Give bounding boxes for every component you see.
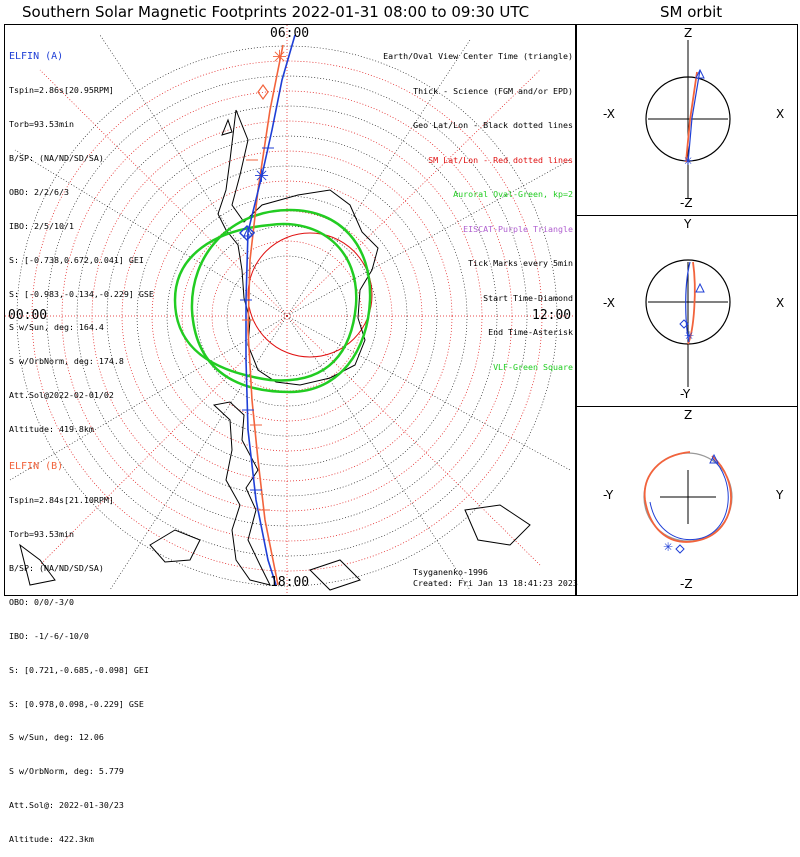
elfin-a-line: Att.Sol@2022-02-01/02: [9, 390, 114, 401]
elfin-a-line: Tspin=2.86s[20.95RPM]: [9, 85, 114, 96]
legend-item: Geo Lat/Lon - Black dotted lines: [413, 120, 573, 130]
legend-item: Tick Marks every 5min: [468, 258, 573, 268]
orbit2-left: -X: [603, 296, 615, 310]
elfin-a-line: S: [-0.983,-0.134,-0.229] GSE: [9, 288, 154, 299]
auroral-oval: [173, 208, 372, 394]
orbit1-top: Z: [684, 26, 693, 40]
footprint-frame: [4, 24, 576, 596]
clock-label-top: 06:00: [270, 26, 310, 41]
elfin-b-info: ELFIN (B) Tspin=2.84s[21.10RPM] Torb=93.…: [9, 438, 149, 857]
orbit-panel-3: [576, 406, 798, 596]
coastline: [19, 109, 531, 591]
elfin-b-ticks: [242, 159, 270, 511]
orbit3-top: Z: [684, 408, 693, 422]
orbit1-left: -X: [603, 107, 615, 121]
elfin-b-line: S: [0.978,0.098,-0.229] GSE: [9, 698, 144, 709]
elfin-b-line: IBO: -1/-6/-10/0: [9, 630, 89, 641]
elfin-b-end-asterisk: ✳: [272, 47, 287, 68]
elfin-b-line: S: [0.721,-0.685,-0.098] GEI: [9, 664, 149, 675]
legend-item: SM Lat/Lon - Red dotted lines: [428, 154, 573, 165]
elfin-a-line: IBO: 2/5/10/1: [9, 220, 74, 231]
svg-text:✳: ✳: [683, 154, 693, 168]
orbit3-right: Y: [776, 488, 784, 502]
orbit-panel-1-plot: ✳: [645, 40, 731, 198]
elfin-a-ticks: [240, 147, 274, 491]
legend-item: End Time-Asterisk: [488, 327, 573, 337]
orbit-panel-2-plot: ✳: [645, 259, 731, 387]
orbit2-right: X: [776, 296, 785, 310]
orbit-panel-3-plot: ✳: [643, 451, 733, 554]
footprint-map: ✳ ✳ ✳ ✳: [5, 25, 733, 595]
svg-text:✳: ✳: [684, 329, 694, 343]
elfin-a-line: S w/Sun, deg: 164.4: [9, 322, 104, 333]
elfin-a-line: S w/OrbNorm, deg: 174.8: [9, 356, 124, 367]
orbit2-bottom: -Y: [680, 387, 691, 401]
elfin-b-line: S w/OrbNorm, deg: 5.779: [9, 766, 124, 777]
elfin-a-info: ELFIN (A) Tspin=2.86s[20.95RPM] Torb=93.…: [9, 28, 154, 447]
elfin-a-line: OBO: 2/2/6/3: [9, 186, 69, 197]
plot-title: Southern Solar Magnetic Footprints 2022-…: [22, 3, 530, 21]
elfin-a-line: Altitude: 419.8km: [9, 424, 94, 435]
orbit-title: SM orbit: [660, 3, 723, 21]
legend-item: Auroral Oval-Green, kp=2: [453, 189, 573, 199]
elfin-b-header: ELFIN (B): [9, 460, 64, 472]
orbit2-top: Y: [684, 217, 692, 231]
svg-text:✳: ✳: [663, 540, 673, 554]
elfin-b-line: Tspin=2.84s[21.10RPM]: [9, 495, 114, 506]
clock-label-bottom: 18:00: [270, 575, 310, 590]
elfin-b-line: Altitude: 422.3km: [9, 834, 94, 845]
elfin-a-line: Torb=93.53min: [9, 119, 74, 130]
elfin-a-end-asterisk: ✳: [254, 166, 269, 187]
legend-item: EISCAT-Purple Triangle: [463, 223, 573, 234]
legend-item: Thick - Science (FGM and/or EPD): [413, 85, 573, 96]
elfin-b-line: B/SP: (NA/ND/SD/SA): [9, 562, 104, 573]
footer-author: Tsyganenko-1996: [413, 567, 488, 577]
elfin-b-line: Att.Sol@: 2022-01-30/23: [9, 800, 124, 811]
elfin-b-line: Torb=93.53min: [9, 529, 74, 540]
elfin-a-line: B/SP: (NA/ND/SD/SA): [9, 152, 104, 163]
elfin-a-start-diamond: [239, 225, 255, 241]
elfin-b-footprint: ✳: [247, 44, 287, 586]
elfin-b-start-diamond: [257, 83, 269, 101]
orbit1-right: X: [776, 107, 785, 121]
elfin-a-line: S: [-0.738,0.672,0.041] GEI: [9, 254, 144, 265]
legend-item: VLF-Green Square: [493, 361, 573, 372]
orbit3-bottom: -Z: [680, 577, 693, 591]
legend-item: Start Time-Diamond: [483, 292, 573, 303]
footer-created: Created: Fri Jan 13 18:41:23 2023: [413, 578, 578, 588]
elfin-b-line: OBO: 0/0/-3/0: [9, 596, 74, 607]
legend-item: Earth/Oval View Center Time (triangle): [383, 51, 573, 61]
elfin-b-line: S w/Sun, deg: 12.06: [9, 732, 104, 743]
legend: Earth/Oval View Center Time (triangle) T…: [383, 28, 573, 385]
orbit3-left: -Y: [603, 488, 614, 502]
orbit1-bottom: -Z: [680, 196, 693, 210]
clock-label-left: 00:00: [8, 308, 48, 323]
clock-label-right: 12:00: [532, 308, 572, 323]
elfin-a-header: ELFIN (A): [9, 50, 64, 62]
sm-pole-circle: [247, 232, 373, 358]
